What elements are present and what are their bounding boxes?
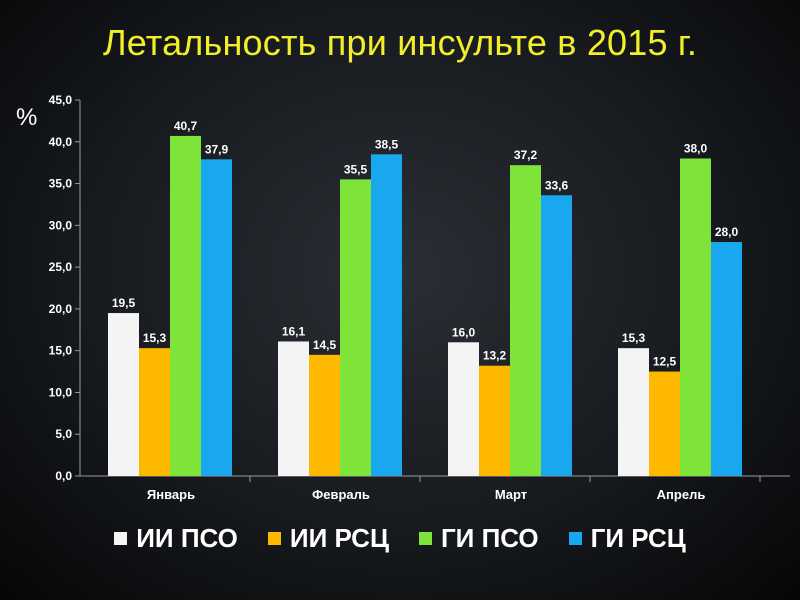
bar — [371, 154, 402, 477]
bar-value-label: 12,5 — [653, 355, 677, 369]
bar — [139, 348, 170, 476]
bar-value-label: 37,9 — [205, 142, 229, 156]
bar-value-label: 35,5 — [344, 162, 368, 176]
bar-value-label: 13,2 — [483, 349, 507, 363]
x-tick-label: Март — [495, 487, 527, 502]
legend-swatch-ii-rsc — [267, 532, 281, 545]
bar-value-label: 15,3 — [622, 331, 646, 345]
legend-swatch-gi-pso — [418, 532, 432, 545]
bar-value-label: 14,5 — [313, 338, 337, 352]
x-tick-label: Январь — [147, 487, 195, 502]
y-tick-label: 10,0 — [49, 385, 73, 399]
y-tick-label: 40,0 — [49, 135, 73, 149]
legend-label-ii-pso: ИИ ПСО — [136, 523, 238, 553]
x-tick-label: Февраль — [312, 487, 370, 502]
legend-item-gi-rsc: ГИ РСЦ — [568, 523, 686, 554]
bar-value-label: 33,6 — [545, 178, 569, 192]
y-axis-label: % — [16, 104, 37, 131]
bar — [479, 365, 510, 476]
bar-value-label: 38,0 — [684, 141, 708, 155]
bar — [108, 313, 139, 476]
bar — [278, 341, 309, 476]
bar-value-label: 19,5 — [112, 296, 136, 310]
bar — [680, 158, 711, 476]
legend-item-ii-rsc: ИИ РСЦ — [267, 523, 389, 554]
legend-label-gi-rsc: ГИ РСЦ — [590, 523, 686, 553]
y-tick-label: 20,0 — [49, 302, 73, 316]
y-tick-label: 35,0 — [49, 177, 73, 191]
bar-value-label: 37,2 — [514, 148, 538, 162]
bar — [201, 159, 232, 476]
bar-value-label: 38,5 — [375, 137, 399, 151]
bar-value-label: 16,0 — [452, 325, 476, 339]
bar — [649, 371, 680, 476]
bar — [510, 165, 541, 476]
legend-swatch-gi-rsc — [568, 532, 582, 545]
legend: ИИ ПСО ИИ РСЦ ГИ ПСО ГИ РСЦ — [40, 523, 760, 554]
y-tick-label: 0,0 — [55, 469, 72, 483]
y-tick-label: 15,0 — [49, 344, 73, 358]
bar — [448, 342, 479, 476]
bar — [618, 348, 649, 476]
legend-item-ii-pso: ИИ ПСО — [114, 523, 238, 554]
y-tick-label: 5,0 — [55, 427, 72, 441]
chart-title: Летальность при инсульте в 2015 г. — [102, 22, 698, 63]
legend-swatch-ii-pso — [114, 532, 128, 545]
y-tick-label: 25,0 — [49, 260, 73, 274]
x-tick-label: Апрель — [657, 487, 706, 502]
bar-value-label: 15,3 — [143, 331, 167, 345]
bar — [541, 195, 572, 476]
y-tick-label: 30,0 — [49, 218, 73, 232]
bar-value-label: 40,7 — [174, 119, 198, 133]
bar-value-label: 28,0 — [715, 225, 739, 239]
legend-label-ii-rsc: ИИ РСЦ — [289, 523, 389, 553]
bar-value-label: 16,1 — [282, 324, 306, 338]
bar — [170, 135, 201, 476]
bar — [340, 179, 371, 476]
bar — [309, 354, 340, 476]
bar — [711, 242, 742, 476]
legend-label-gi-pso: ГИ ПСО — [440, 523, 539, 553]
y-tick-label: 45,0 — [49, 93, 73, 107]
legend-item-gi-pso: ГИ ПСО — [418, 523, 539, 554]
